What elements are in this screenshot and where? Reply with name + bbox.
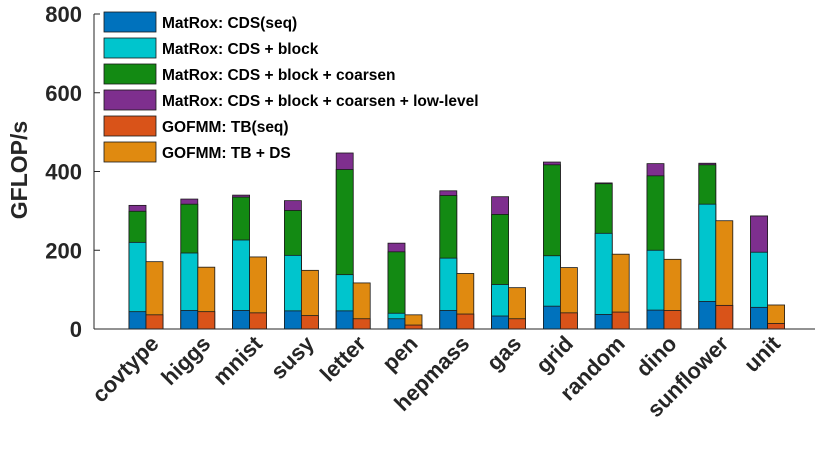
x-tick-label: covtype xyxy=(87,331,163,407)
bar-gofmm-random-gofmm-tb-seq- xyxy=(611,311,630,330)
bar-matrox-dino-matrox-cds-seq- xyxy=(646,309,665,330)
bar-matrox-covtype-matrox-cds-seq- xyxy=(128,311,147,330)
legend: MatRox: CDS(seq) MatRox: CDS + block MatRo… xyxy=(103,11,479,163)
bar-matrox-pen-matrox-cds-seq- xyxy=(387,318,406,330)
bar-matrox-letter-matrox-cds-seq- xyxy=(335,310,354,330)
y-tick-label: 400 xyxy=(45,160,82,185)
legend-label: MatRox: CDS + block xyxy=(162,41,319,58)
bar-matrox-hepmass-matrox-cds-seq- xyxy=(439,310,458,330)
bar-gofmm-grid-gofmm-tb-seq- xyxy=(560,312,578,330)
bar-gofmm-covtype-gofmm-tb-seq- xyxy=(145,314,164,330)
y-tick-label: 0 xyxy=(70,317,82,342)
y-tick-label: 200 xyxy=(45,238,82,263)
bar-gofmm-gas-gofmm-tb-seq- xyxy=(508,318,527,330)
legend-label: MatRox: CDS + block + coarsen xyxy=(162,67,395,84)
legend-label: MatRox: CDS + block + coarsen + low-leve… xyxy=(162,93,479,110)
bar-matrox-gas-matrox-cds-seq- xyxy=(491,315,510,330)
legend-swatch xyxy=(103,63,157,85)
legend-label: MatRox: CDS(seq) xyxy=(162,15,297,32)
bar-matrox-sunflower-matrox-cds-seq- xyxy=(698,301,717,330)
bar-gofmm-letter-gofmm-tb-seq- xyxy=(352,318,371,330)
legend-swatch xyxy=(103,89,157,111)
bar-matrox-susy-matrox-cds-seq- xyxy=(283,310,302,330)
legend-label: GOFMM: TB + DS xyxy=(162,145,291,162)
legend-swatch xyxy=(103,141,157,163)
bar-matrox-grid-matrox-cds-seq- xyxy=(543,305,561,330)
y-tick-label: 800 xyxy=(45,2,82,27)
x-tick-label: higgs xyxy=(156,331,215,390)
bars xyxy=(128,152,785,330)
x-tick-label: pen xyxy=(377,331,422,376)
y-ticks: 0 200 400 600 800 xyxy=(45,2,100,342)
legend-swatch xyxy=(103,11,157,33)
bar-gofmm-hepmass-gofmm-tb-seq- xyxy=(456,313,475,330)
bar-gofmm-unit-gofmm-tb-seq- xyxy=(767,323,785,330)
x-tick-label: unit xyxy=(739,330,786,377)
y-axis-label: GFLOP/s xyxy=(6,121,32,219)
bar-gofmm-sunflower-gofmm-tb-seq- xyxy=(715,304,734,330)
y-tick-label: 600 xyxy=(45,81,82,106)
bar-gofmm-pen-gofmm-tb-seq- xyxy=(404,324,423,330)
bar-gofmm-higgs-gofmm-tb-seq- xyxy=(197,311,216,330)
legend-swatch xyxy=(103,115,157,137)
bar-matrox-unit-matrox-cds-seq- xyxy=(750,306,768,330)
bar-gofmm-dino-gofmm-tb-seq- xyxy=(663,310,682,330)
bar-matrox-mnist-matrox-cds-seq- xyxy=(232,310,251,330)
bar-matrox-random-matrox-cds-seq- xyxy=(594,314,613,330)
bar-gofmm-susy-gofmm-tb-seq- xyxy=(300,315,319,330)
x-tick-label: susy xyxy=(266,330,320,384)
x-tick-label: gas xyxy=(482,331,526,375)
bar-gofmm-mnist-gofmm-tb-seq- xyxy=(249,312,268,330)
x-tick-label: mnist xyxy=(208,330,268,390)
bar-matrox-higgs-matrox-cds-seq- xyxy=(180,310,199,330)
x-tick-label: letter xyxy=(315,331,371,387)
legend-swatch xyxy=(103,37,157,59)
legend-label: GOFMM: TB(seq) xyxy=(162,119,289,136)
